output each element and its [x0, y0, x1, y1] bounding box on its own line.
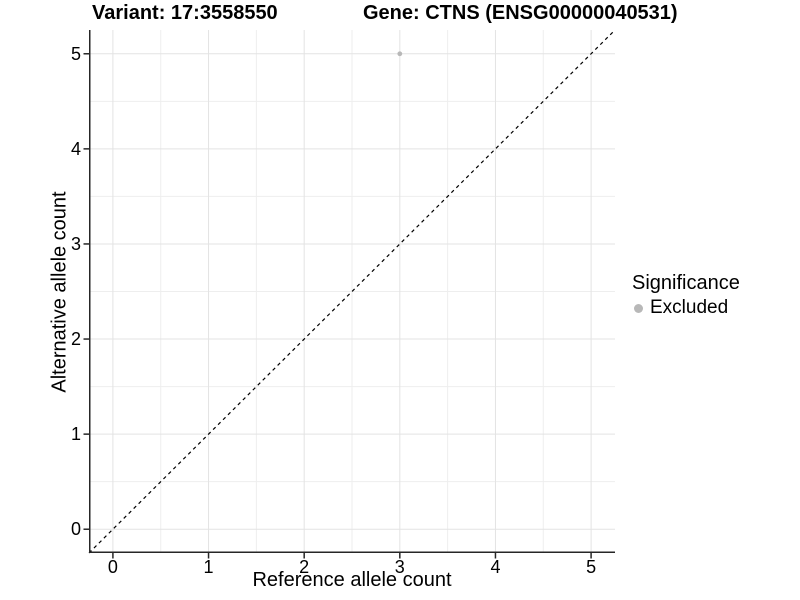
data-point — [397, 51, 403, 57]
y-tick-label: 2 — [70, 329, 81, 350]
x-axis-title: Reference allele count — [252, 569, 452, 591]
legend: Significance Excluded — [632, 272, 740, 319]
gene-title: Gene: CTNS (ENSG00000040531) — [363, 2, 678, 24]
legend-items: Excluded — [632, 297, 740, 319]
y-axis-title: Alternative allele count — [48, 190, 71, 393]
y-tick-label: 4 — [70, 138, 81, 159]
plot-canvas — [83, 29, 616, 559]
legend-item-label: Excluded — [650, 297, 729, 318]
x-tick-label: 2 — [299, 557, 310, 577]
variant-title: Variant: 17:3558550 — [92, 2, 278, 24]
x-tick-label: 4 — [490, 557, 501, 577]
y-tick-label: 0 — [70, 519, 81, 540]
plot-panel: Reference allele count Alternative allel… — [49, 29, 616, 591]
y-tick-label: 3 — [70, 233, 81, 254]
x-tick-label: 0 — [107, 557, 118, 577]
y-tick-label: 5 — [70, 43, 81, 64]
legend-point-icon — [634, 303, 643, 313]
x-tick-label: 5 — [586, 557, 597, 577]
x-tick-label: 3 — [394, 557, 405, 577]
y-tick-label: 1 — [70, 424, 81, 445]
legend-title: Significance — [632, 272, 740, 294]
x-tick-label: 1 — [203, 557, 214, 577]
identity-line — [88, 29, 616, 554]
legend-item: Excluded — [634, 297, 740, 319]
